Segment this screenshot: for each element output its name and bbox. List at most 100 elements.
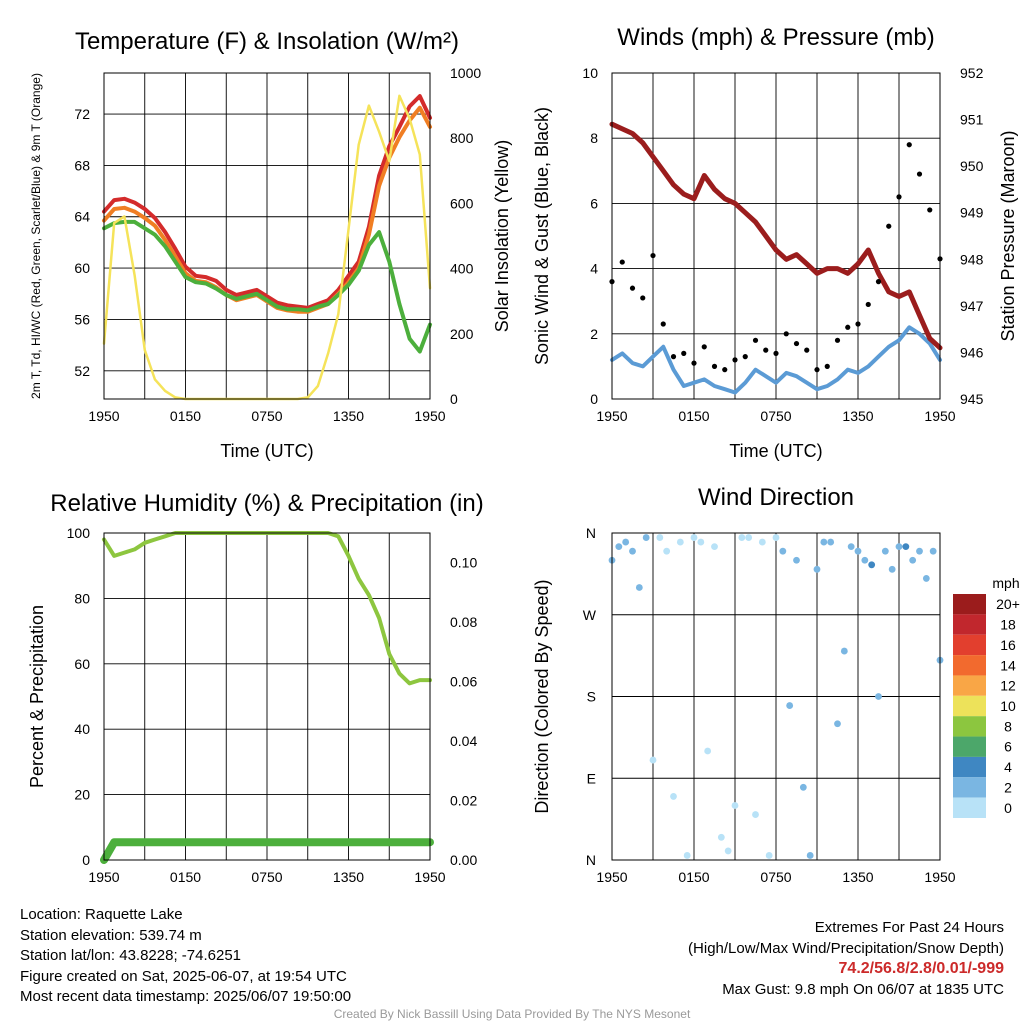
y-axis-label: Sonic Wind & Gust (Blue, Black) [532,107,552,365]
gust-point [722,367,728,373]
station-latlon: Station lat/lon: 43.8228; -74.6251 [20,947,242,964]
chart-panel-2: Winds (mph) & Pressure (mb) 1950 0150 0750 1… [532,24,1018,461]
y-tick-label: N [586,525,596,541]
colorbar-swatch [953,614,986,635]
x-tick-label: 0150 [170,408,201,424]
chart-panel-1: Temperature (F) & Insolation (W/m²) 1950 0… [29,28,512,461]
y-tick-label: 100 [67,525,91,541]
gust-point [855,321,861,327]
wind-direction-point [622,538,630,546]
y-right-tick-label: 945 [960,391,984,407]
series-line-1 [610,325,942,395]
y-tick-label: 40 [74,721,90,737]
wind-direction-point [786,702,794,709]
extremes-panel: Extremes For Past 24 Hours (High/Low/Max… [688,918,1004,1000]
wind-direction-point [615,543,623,551]
extremes-subtitle: (High/Low/Max Wind/Precipitation/Snow De… [688,939,1004,957]
y-right-tick-label: 0 [450,391,458,407]
wind-direction-point [840,647,848,655]
wind-direction-point [929,547,937,555]
gust-point [886,223,892,229]
x-tick-label: 1350 [333,408,364,424]
max-gust: Max Gust: 9.8 mph On 06/07 at 1835 UTC [722,980,1004,998]
y-right-tick-label: 0.04 [450,733,477,749]
wind-direction-point [895,543,903,551]
series-line-2 [609,121,943,351]
y-tick-label: 2 [590,326,598,342]
colorbar-label: 18 [1000,617,1016,633]
wind-direction-point [909,556,917,564]
wind-direction-point [854,547,862,555]
y-right-tick-label: 400 [450,261,474,277]
gust-point [711,363,718,369]
y-tick-label: 10 [582,65,598,81]
wind-direction-point [697,538,705,546]
gust-point [875,279,882,285]
chart-title: Relative Humidity (%) & Precipitation (i… [50,490,483,517]
wind-direction-point [916,547,923,555]
x-tick-label: 1950 [414,869,445,885]
wind-direction-point [861,556,869,564]
figure-created: Figure created on Sat, 2025-06-07, at 19… [20,967,347,985]
station-info: Location: Raquette Lake Station elevatio… [20,905,351,1008]
recent-timestamp: Most recent data timestamp: 2025/06/07 1… [20,988,352,1005]
station-elevation: Station elevation: 539.74 m [20,926,202,944]
wind-direction-point [724,847,732,855]
wind-direction-point [868,561,876,569]
wind-direction-point [827,538,835,546]
colorbar-label: 4 [1004,759,1012,775]
colorbar-swatch [953,756,986,778]
wind-direction-point [779,547,787,555]
wind-direction-point [738,534,746,541]
colorbar-label: 10 [1000,698,1016,714]
y-right-tick-label: 200 [450,326,474,342]
colorbar-label: 0 [1004,800,1012,816]
y-right-tick-label: 0.00 [450,852,477,868]
y-tick-label: 80 [74,590,90,606]
y-axis-label: Percent & Precipitation [27,605,47,788]
plot-frame [103,72,431,400]
y-tick-label: 4 [590,261,598,277]
colorbar-swatch [953,716,986,737]
wind-direction-point [834,720,841,728]
gust-point [742,354,748,360]
x-tick-label: 1950 [924,408,955,424]
x-tick-label: 0150 [678,869,709,885]
gust-point [763,347,769,353]
colorbar-label: 14 [1000,657,1016,673]
colorbar-swatch [953,634,986,656]
wind-direction-points [608,534,944,859]
wind-direction-point [731,802,739,809]
x-axis-label: Time (UTC) [729,441,822,461]
gust-point [783,331,789,337]
wind-direction-point [649,756,657,764]
gust-point [681,350,687,356]
gust-point [773,350,779,356]
gust-point [865,301,871,308]
wind-direction-point [813,565,821,573]
y-tick-label: 20 [74,787,90,803]
x-tick-label: 1950 [924,869,955,885]
y-right-tick-label: 0.06 [450,674,477,690]
colorbar-swatch [953,655,986,676]
y-tick-label: 56 [74,311,90,327]
x-tick-label: 0750 [760,869,791,885]
gust-point [927,207,933,213]
wind-direction-point [806,852,814,859]
series-line-2 [100,838,434,864]
gust-point [701,344,707,350]
y-tick-label: 6 [590,195,598,211]
wind-direction-point [847,543,855,551]
wind-direction-point [629,547,636,555]
wind-direction-point [752,811,759,818]
gust-point [619,259,625,265]
y-axis-label: 2m T, Td, HI/WC (Red, Green, Scarlet/Blu… [29,73,43,399]
y-tick-label: 60 [74,656,90,672]
gust-point [845,324,851,330]
wind-direction-point [642,534,650,541]
wind-direction-point [758,538,766,546]
wind-direction-point [902,543,910,551]
y-tick-label: 68 [74,157,90,173]
extremes-title: Extremes For Past 24 Hours [814,919,1004,936]
